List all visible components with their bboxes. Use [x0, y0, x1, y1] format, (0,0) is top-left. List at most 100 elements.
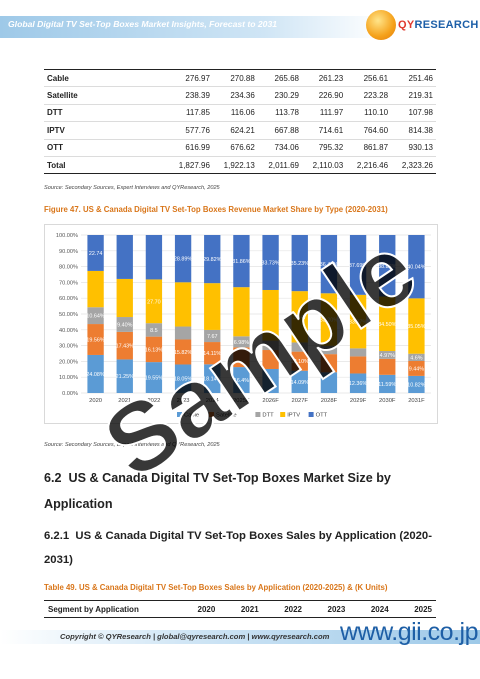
value-cell: 223.28 — [346, 86, 392, 105]
bar-segment — [204, 364, 221, 393]
bar-segment — [233, 336, 250, 348]
x-tick-label: 2025E — [233, 398, 250, 404]
bar-segment — [320, 354, 338, 373]
report-title: Global Digital TV Set-Top Boxes Market I… — [8, 19, 278, 29]
data-label: 33.87% — [349, 320, 367, 326]
value-cell: 107.98 — [391, 104, 436, 123]
y-tick-label: 70.00% — [59, 280, 78, 286]
bar-segment — [408, 298, 425, 354]
qyresearch-logo: QYRESEARCH — [366, 8, 478, 44]
data-label: 27.70 — [147, 299, 161, 305]
value-cell: 234.36 — [212, 86, 258, 105]
data-label: 4.6% — [410, 355, 422, 361]
globe-icon — [366, 10, 396, 40]
value-cell: 764.60 — [346, 121, 392, 140]
data-label: 12.10% — [291, 359, 309, 365]
x-tick-label: 2023 — [177, 398, 190, 404]
legend-label: DTT — [262, 413, 274, 419]
value-cell: 714.61 — [301, 121, 347, 140]
value-cell: 230.29 — [257, 86, 302, 105]
data-label: 15.82% — [174, 350, 192, 356]
bar-segment — [349, 294, 367, 349]
value-cell: 667.88 — [257, 121, 302, 140]
header-band — [0, 16, 480, 38]
data-label: 4.97% — [380, 353, 395, 359]
data-label: 14.11% — [203, 351, 221, 357]
x-tick-label: 2031F — [408, 398, 425, 404]
bar-segment — [379, 351, 396, 359]
value-cell: 265.68 — [257, 68, 302, 88]
y-tick-label: 20.00% — [59, 359, 78, 365]
value-cell: 226.90 — [301, 86, 347, 105]
value-cell: 117.85 — [168, 104, 213, 123]
bar-segment — [116, 278, 133, 318]
data-label: 14.09% — [291, 380, 309, 386]
bar-segment — [262, 368, 279, 393]
bar-segment — [145, 336, 163, 363]
header-year-cell: 2024 — [349, 600, 393, 618]
data-label: 22.74 — [89, 251, 103, 257]
data-label: 19.56% — [86, 338, 104, 344]
y-tick-label: 50.00% — [59, 312, 78, 318]
bar-segment — [291, 351, 308, 371]
y-tick-label: 90.00% — [59, 249, 78, 255]
revenue-by-type-table: Cable 276.97 270.88 265.68 261.23 256.61 251.4… — [44, 68, 436, 175]
bar-segment — [174, 339, 192, 365]
data-label: 35.05% — [407, 324, 425, 330]
bar-segment — [320, 235, 338, 294]
data-label: 33.73% — [261, 260, 279, 266]
data-label: 16.4% — [234, 378, 249, 384]
data-label: 24.08% — [86, 372, 104, 378]
value-cell: 256.61 — [346, 68, 392, 88]
bar-segment — [116, 235, 133, 279]
bar-segment — [174, 364, 192, 393]
x-tick-label: 2029F — [350, 398, 367, 404]
data-label: 35.23% — [291, 261, 309, 267]
bar-segment — [204, 235, 221, 284]
segment-cell: DTT — [44, 104, 168, 123]
data-label: 7.67 — [207, 334, 218, 340]
bar-segment — [262, 350, 279, 369]
value-cell: 795.32 — [301, 139, 347, 157]
value-cell: 624.21 — [212, 121, 258, 140]
bar-segment — [233, 347, 250, 368]
bar-segment — [233, 235, 250, 288]
legend-label: Cable — [184, 413, 199, 419]
legend-swatch — [308, 412, 314, 417]
header-year-cell: 2021 — [219, 600, 263, 618]
header-year-cell: 2022 — [262, 600, 306, 618]
figure-caption: Figure 47. US & Canada Digital TV Set-To… — [44, 205, 388, 214]
section-heading-6-2: 6.2 US & Canada Digital TV Set-Top Boxes… — [44, 471, 391, 511]
bar-segment — [379, 374, 396, 393]
value-cell: 238.39 — [168, 86, 213, 105]
segment-cell: Total — [44, 155, 168, 175]
bar-segment — [204, 283, 221, 330]
x-tick-label: 2028F — [321, 398, 338, 404]
data-label: 9.40% — [117, 322, 132, 328]
bar-segment — [349, 373, 367, 393]
bar-segment — [408, 360, 425, 376]
data-label: 10.82% — [407, 382, 425, 388]
bar-segment — [145, 362, 163, 393]
value-cell: 1,922.13 — [212, 155, 258, 175]
value-cell: 2,216.46 — [346, 155, 392, 175]
bar-segment — [204, 329, 221, 343]
value-cell: 930.13 — [391, 139, 436, 157]
data-label: 28.89% — [174, 257, 192, 263]
bar-segment — [349, 235, 367, 295]
value-cell: 2,110.03 — [301, 155, 347, 175]
segment-cell: OTT — [44, 139, 168, 157]
section-heading-6-2-1: 6.2.1 US & Canada Digital TV Set-Top Box… — [44, 530, 432, 566]
watermark-url: www.gii.co.jp — [340, 618, 479, 646]
y-tick-label: 30.00% — [59, 344, 78, 350]
bar-segment — [233, 367, 250, 393]
value-cell: 113.78 — [257, 104, 302, 123]
legend-swatch — [280, 412, 286, 417]
table-row: Total 1,827.96 1,922.13 2,011.69 2,110.03 2,2… — [44, 155, 436, 175]
data-label: 38.88% — [378, 264, 396, 270]
data-label: 8.5 — [150, 328, 158, 334]
y-tick-label: 10.00% — [59, 375, 78, 381]
y-tick-label: 80.00% — [59, 265, 78, 271]
bar-segment — [87, 270, 104, 308]
bar-segment — [408, 353, 425, 361]
